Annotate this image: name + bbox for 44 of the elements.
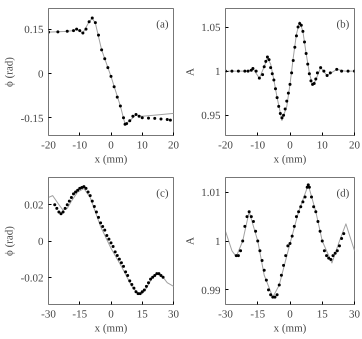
y-tick-label: 0 <box>38 68 44 80</box>
x-tick-label: -30 <box>41 308 56 320</box>
annotation: (b) <box>336 18 350 31</box>
x-axis-title: x (mm) <box>274 322 307 334</box>
x-tick-label: 20 <box>168 140 180 152</box>
x-tick-label: -10 <box>250 140 266 152</box>
y-tick-label: -0.02 <box>20 272 44 284</box>
x-axis-title: x (mm) <box>94 322 128 334</box>
x-tick-label: 0 <box>287 308 294 320</box>
x-tick-label: 30 <box>349 308 360 320</box>
x-tick-label: 30 <box>168 308 180 320</box>
y-tick-label: 0.02 <box>24 200 44 212</box>
y-tick-label: 0.15 <box>24 24 44 36</box>
x-tick-label: 10 <box>316 140 328 152</box>
x-tick-label: 0 <box>108 308 114 320</box>
annotation: (c) <box>156 188 169 200</box>
y-axis-title: A <box>184 68 196 76</box>
x-tick-label: 10 <box>136 140 148 152</box>
y-tick-label: 0 <box>38 236 44 248</box>
x-tick-label: -30 <box>218 308 234 320</box>
y-axis-title: ϕ (rad) <box>4 56 16 87</box>
y-tick-label: 0.99 <box>201 284 221 297</box>
x-tick-label: 0 <box>287 140 294 152</box>
x-axis-title: x (mm) <box>274 154 307 166</box>
annotation: (d) <box>336 188 350 200</box>
annotation: (a) <box>156 18 169 31</box>
x-tick-label: -10 <box>72 140 88 152</box>
y-axis-title: ϕ (rad) <box>4 226 16 256</box>
y-tick-label: -0.15 <box>20 112 44 125</box>
x-tick-label: -15 <box>72 308 88 320</box>
x-tick-label: 15 <box>136 308 148 320</box>
x-tick-label: 15 <box>316 308 328 320</box>
x-axis-title: x (mm) <box>94 154 128 166</box>
x-tick-label: 0 <box>108 140 114 152</box>
y-tick-label: 1 <box>215 236 220 248</box>
y-tick-label: 1.05 <box>201 22 221 34</box>
x-tick-label: -15 <box>250 308 266 320</box>
y-tick-label: 1 <box>215 66 220 78</box>
x-tick-label: 20 <box>349 140 360 152</box>
y-axis-title: A <box>184 236 196 245</box>
x-tick-label: -20 <box>41 140 56 152</box>
y-tick-label: 1.01 <box>201 187 220 200</box>
x-tick-label: -20 <box>218 140 234 152</box>
y-tick-label: 0.95 <box>201 110 221 122</box>
